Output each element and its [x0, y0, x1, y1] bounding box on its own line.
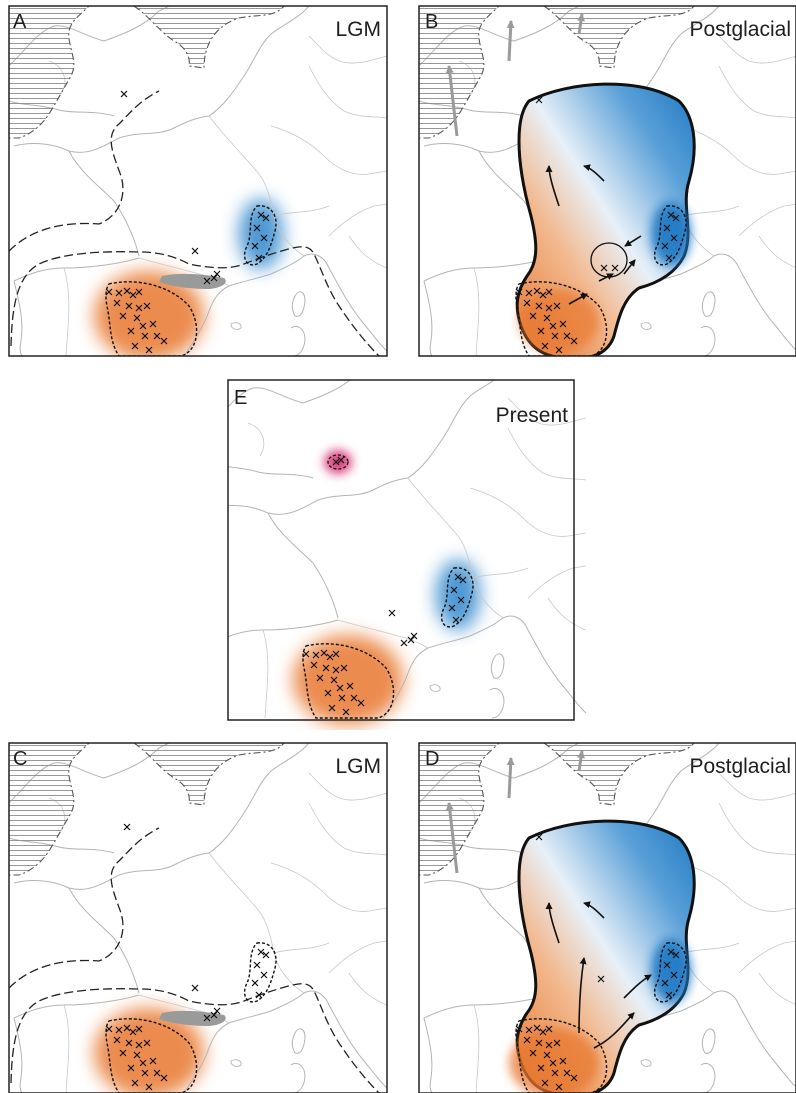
migration-arrow [445, 802, 459, 874]
panel-b: B Postglacial [418, 5, 796, 357]
western-lineage-refugium [94, 1008, 204, 1093]
migration-arrow [577, 13, 585, 35]
migration-arrow [506, 20, 515, 62]
eastern-lineage-range [436, 560, 480, 630]
isolated-population [324, 450, 352, 474]
panel-letter: C [13, 748, 27, 770]
panel-e: E Present [227, 379, 587, 725]
panel-letter: D [425, 748, 439, 770]
panel-title: LGM [335, 755, 381, 778]
panel-title: Postglacial [689, 755, 791, 778]
panel-title: Present [496, 404, 569, 427]
panel-title: Postglacial [689, 18, 791, 41]
panel-letter: B [425, 11, 438, 33]
panel-d: D Postglacial [418, 742, 796, 1093]
migration-arrow [577, 750, 585, 772]
western-lineage-refugium [94, 271, 204, 356]
eastern-lineage-refugium [239, 199, 283, 269]
panel-a: A LGM [8, 5, 388, 357]
migration-arrow [506, 757, 515, 799]
panel-letter: A [13, 11, 27, 33]
panel-title: LGM [335, 18, 381, 41]
western-lineage-range [293, 635, 403, 725]
panel-c: C LGM [8, 742, 388, 1093]
panel-letter: E [234, 387, 247, 409]
migration-arrow [445, 65, 459, 137]
